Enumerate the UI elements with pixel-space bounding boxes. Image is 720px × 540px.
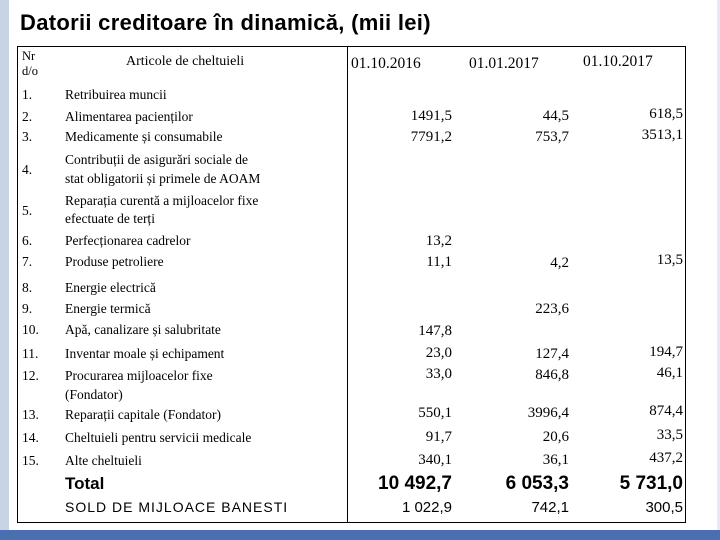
value-2016-row14: 91,7 [425,429,452,445]
row-number: 15. [22,453,39,468]
article-label: Alte cheltuieli [65,453,142,468]
value-2017b-row3: 3513,1 [641,127,683,143]
article-label: Procurarea mijloacelor fixe [65,368,213,383]
value-2017b-row12: 46,1 [656,365,683,381]
row-number: 4. [22,162,33,177]
row-number: 1. [22,87,33,102]
value-2017b-row7: 13,5 [656,252,683,268]
value-2017b-row2: 618,5 [649,106,683,122]
header-date-2017-01: 01.01.2017 [469,55,539,72]
header-nr: Nr d/o [22,49,38,78]
row-number: 9. [22,301,33,316]
row-number: 8. [22,280,33,295]
sold-2017a: 742,1 [531,499,569,516]
value-2016-row2: 1491,5 [410,108,452,124]
header-articles: Articole de cheltuieli [126,54,245,69]
sold-2017b: 300,5 [645,499,683,516]
value-2017a-row2: 44,5 [542,108,569,124]
value-2016-row12: 33,0 [425,366,452,382]
article-label: Inventar moale și echipament [65,346,225,361]
article-label: Medicamente și consumabile [65,129,223,144]
slide-left-border [0,0,9,540]
row-number: 7. [22,254,33,269]
total-2017a: 6 053,3 [505,473,569,494]
value-2017a-row15: 36,1 [542,452,569,468]
value-2016-row15: 340,1 [418,452,452,468]
value-2017b-row11: 194,7 [649,344,683,360]
value-2017b-row15: 437,2 [649,450,683,466]
article-label: Cheltuieli pentru servicii medicale [65,430,252,445]
article-label: Energie electrică [65,280,156,295]
article-label: Produse petroliere [65,254,164,269]
row-number: 2. [22,109,33,124]
value-2016-row10: 147,8 [418,323,452,339]
header-date-2017-10: 01.10.2017 [583,53,653,70]
row-number: 6. [22,233,33,248]
row-number: 11. [22,346,39,361]
value-2017a-row12: 846,8 [535,367,569,383]
value-2016-row6: 13,2 [425,233,452,249]
column-divider [347,47,348,522]
row-number: 3. [22,129,33,144]
article-label-line2: stat obligatorii și primele de AOAM [65,171,261,186]
sold-2016: 1 022,9 [401,499,452,516]
row-number: 14. [22,430,39,445]
article-label: Reparații capitale (Fondator) [65,407,221,422]
value-2017a-row9: 223,6 [535,301,569,317]
row-number: 5. [22,203,33,218]
slide-title: Datorii creditoare în dinamică, (mii lei… [20,10,431,35]
total-2017b: 5 731,0 [619,473,683,494]
article-label-line2: (Fondator) [65,387,123,402]
slide-right-border [717,0,720,540]
value-2017a-row13: 3996,4 [527,405,569,421]
row-number: 10. [22,322,39,337]
article-label: Apă, canalizare și salubritate [65,322,221,337]
sold-label: SOLD DE MIJLOACE BANESTI [65,499,289,515]
article-label: Alimentarea pacienților [65,109,193,124]
value-2016-row7: 11,1 [426,254,452,270]
row-number: 13. [22,407,39,422]
value-2016-row11: 23,0 [425,345,452,361]
article-label: Retribuirea muncii [65,87,167,102]
header-date-2016-10: 01.10.2016 [351,55,421,72]
article-label: Energie termică [65,301,151,316]
value-2016-row3: 7791,2 [410,129,452,145]
article-label: Contribuții de asigurări sociale de [65,152,248,167]
total-2016: 10 492,7 [378,473,452,494]
value-2017b-row14: 33,5 [656,427,683,443]
value-2017a-row11: 127,4 [535,346,569,362]
row-number: 12. [22,368,39,383]
value-2017a-row3: 753,7 [535,129,569,145]
article-label: Reparația curentă a mijloacelor fixe [65,193,259,208]
slide-bottom-bar [0,530,720,540]
debts-table: Nr d/o Articole de cheltuieli 01.10.2016… [17,46,686,523]
value-2017a-row7: 4,2 [550,255,569,271]
value-2017b-row13: 874,4 [649,403,683,419]
value-2017a-row14: 20,6 [542,429,569,445]
article-label: Perfecționarea cadrelor [65,233,191,248]
value-2016-row13: 550,1 [418,405,452,421]
total-label: Total [65,474,105,493]
article-label-line2: efectuate de terți [65,211,155,226]
